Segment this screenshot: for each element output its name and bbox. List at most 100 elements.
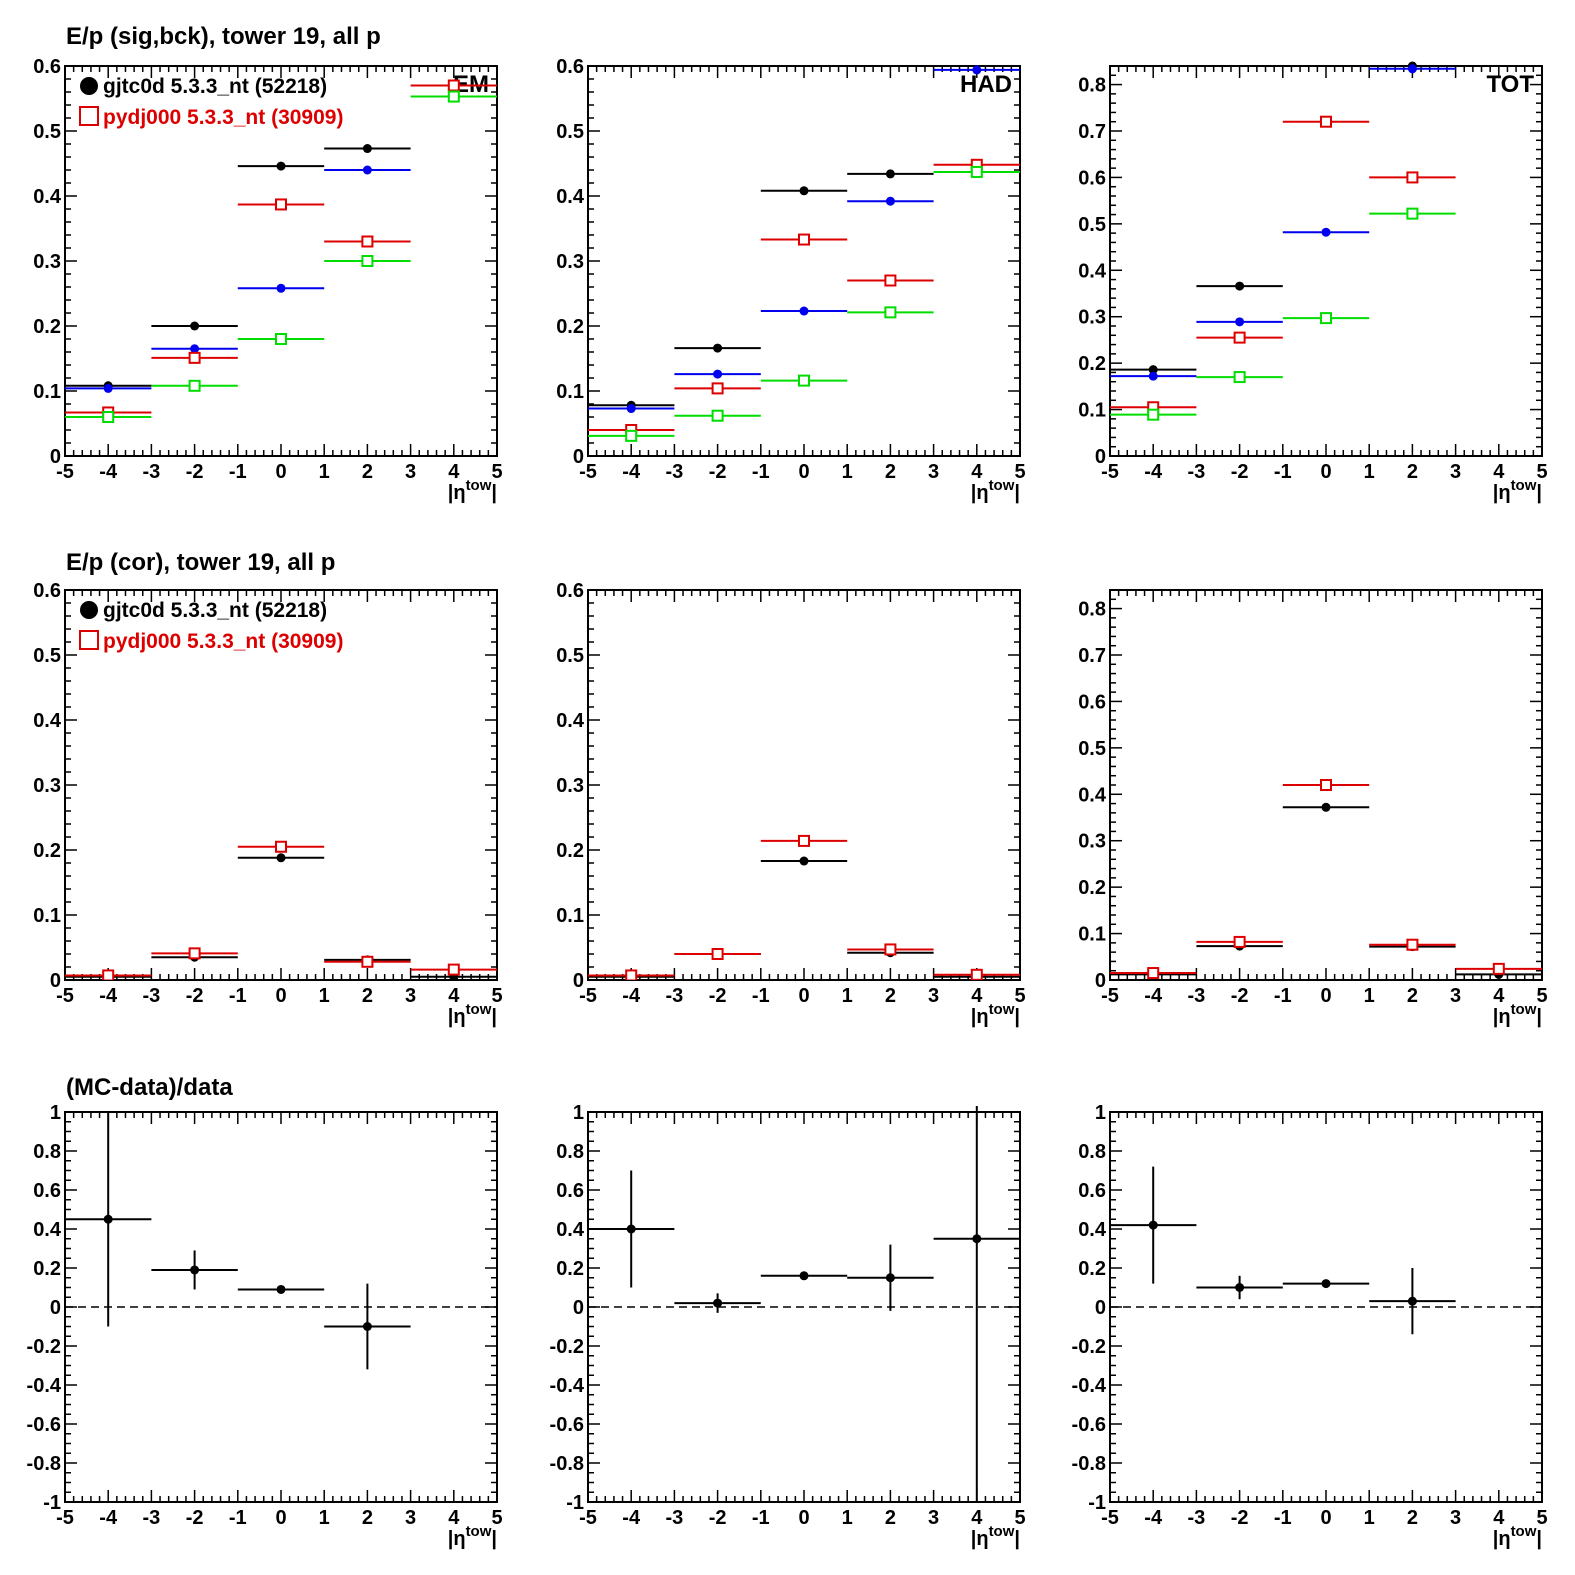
data-point (188, 351, 201, 364)
data-point (190, 1265, 200, 1275)
y-axis: 0 0.1 0.2 0.3 0.4 0.5 0.6 0.7 0.8 (1078, 589, 1542, 992)
x-tick-label: 4 (971, 985, 983, 1007)
x-tick-label: 3 (1450, 461, 1461, 483)
x-tick-label: -5 (56, 985, 74, 1007)
data-point (1148, 1220, 1158, 1230)
x-axis-title-sup: tow (466, 1523, 492, 1540)
x-axis-title-main: |η (971, 1528, 989, 1550)
y-tick-label: 0.7 (1078, 645, 1106, 667)
x-axis-title-end: | (1536, 1006, 1542, 1028)
data-point (799, 306, 809, 316)
y-tick-label: 0.3 (33, 251, 61, 273)
x-axis-title-end: | (1014, 482, 1020, 504)
x-axis-title-main: |η (1493, 1528, 1511, 1550)
data-point (1320, 312, 1332, 325)
x-tick-label: -3 (1188, 461, 1206, 483)
data-point (1235, 281, 1245, 291)
y-tick-label: 0.1 (556, 905, 584, 927)
data-point (1235, 1283, 1245, 1292)
x-tick-label: 0 (1320, 461, 1331, 483)
data-point (626, 404, 636, 414)
x-axis-title: |ηtow| (1493, 1523, 1542, 1550)
data-point (972, 1234, 982, 1244)
y-tick-label: -0.4 (27, 1375, 62, 1397)
y-tick-label: 0.7 (1078, 121, 1106, 143)
x-tick-label: 0 (798, 985, 809, 1007)
y-tick-label: 0.5 (556, 121, 584, 143)
y-tick-label: 0 (1095, 446, 1106, 468)
x-tick-label: 5 (491, 1507, 502, 1529)
y-tick-label: 0.5 (33, 121, 61, 143)
y-tick-label: 0.1 (1078, 924, 1106, 946)
x-tick-label: -2 (186, 1507, 204, 1529)
x-tick-label: -2 (709, 985, 727, 1007)
x-tick-label: 1 (842, 461, 853, 483)
x-tick-label: -1 (229, 985, 247, 1007)
data-point (711, 382, 724, 395)
chart-panel-7: -5 -4 -3 -2 -1 0 1 2 3 4 5|ηtow|-1-0.8-0.6-0.4-0.2… (27, 1102, 503, 1550)
x-tick-label: -4 (99, 1507, 118, 1529)
data-point (275, 333, 287, 345)
data-point (885, 196, 895, 206)
y-tick-label: 0.1 (33, 905, 61, 927)
x-tick-label: 1 (842, 1507, 853, 1529)
x-axis-title-main: |η (971, 482, 989, 504)
x-axis-title: |ηtow| (971, 477, 1020, 504)
x-tick-label: 3 (405, 1507, 416, 1529)
data-point (1492, 962, 1505, 975)
y-tick-label: 1 (573, 1102, 584, 1124)
legend-entry-label: gjtc0d 5.3.3_nt (52218) (103, 75, 327, 98)
x-tick-label: 4 (448, 461, 460, 483)
chart-panel-1: -5 -4 -3 -2 -1 0 1 2 3 4 5|ηtow|00.10.20.30.40.50.… (33, 56, 502, 504)
x-tick-label: 1 (1364, 1507, 1375, 1529)
x-tick-label: 4 (1493, 1507, 1505, 1529)
x-tick-label: 4 (448, 985, 460, 1007)
legend-entry-label: pydj000 5.3.3_nt (30909) (103, 106, 343, 129)
x-tick-label: -2 (1231, 985, 1249, 1007)
y-tick-label: 0.8 (1078, 1141, 1106, 1163)
data-point (1233, 331, 1246, 344)
x-tick-label: 3 (928, 461, 939, 483)
data-point (626, 1224, 636, 1234)
x-axis-title-sup: tow (1511, 477, 1537, 494)
data-point (713, 1298, 723, 1308)
legend-entry-label: gjtc0d 5.3.3_nt (52218) (103, 599, 327, 622)
y-tick-label: 0.3 (33, 775, 61, 797)
data-point (190, 321, 200, 331)
x-tick-label: 3 (1450, 985, 1461, 1007)
x-tick-label: 0 (275, 461, 286, 483)
x-tick-label: -3 (1188, 1507, 1206, 1529)
chart-panel-8: -5 -4 -3 -2 -1 0 1 2 3 4 5|ηtow|-1-0.8-0.6-0.4-0.2… (550, 1102, 1026, 1550)
x-tick-label: -4 (99, 985, 118, 1007)
x-axis-title-sup: tow (989, 477, 1015, 494)
y-tick-label: 0.8 (556, 1141, 584, 1163)
x-tick-label: 5 (1536, 985, 1547, 1007)
y-tick-label: 0.4 (1078, 784, 1107, 806)
data-point (275, 198, 287, 211)
x-tick-label: -2 (186, 461, 204, 483)
x-tick-label: -1 (229, 461, 247, 483)
data-point (1235, 317, 1245, 327)
x-tick-label: -2 (1231, 461, 1249, 483)
x-tick-label: -3 (143, 1507, 161, 1529)
y-tick-label: 0.6 (33, 1180, 61, 1202)
y-tick-label: 0.8 (33, 1141, 61, 1163)
y-axis: 0 0.1 0.2 0.3 0.4 0.5 0.6 (33, 580, 497, 992)
series-group (588, 65, 1020, 442)
data-point (276, 1284, 286, 1294)
x-axis: -5 -4 -3 -2 -1 0 1 2 3 4 5|ηtow| (1101, 66, 1548, 504)
chart-panel-3: -5 -4 -3 -2 -1 0 1 2 3 4 5|ηtow|00.10.20.30.40.50.… (1078, 61, 1548, 504)
data-point (362, 144, 372, 154)
y-tick-label: 0.4 (556, 1219, 585, 1241)
y-tick-label: 1 (1095, 1102, 1106, 1124)
x-axis-title-end: | (491, 482, 497, 504)
y-tick-label: 0.4 (33, 186, 62, 208)
x-axis-title-main: |η (1493, 1006, 1511, 1028)
y-tick-label: 0 (573, 970, 584, 992)
x-tick-label: 4 (1493, 985, 1505, 1007)
x-tick-label: -2 (709, 1507, 727, 1529)
x-tick-label: -1 (1274, 1507, 1292, 1529)
x-axis: -5 -4 -3 -2 -1 0 1 2 3 4 5|ηtow| (56, 1112, 503, 1550)
data-point (1321, 802, 1331, 812)
series-group (1110, 779, 1542, 980)
